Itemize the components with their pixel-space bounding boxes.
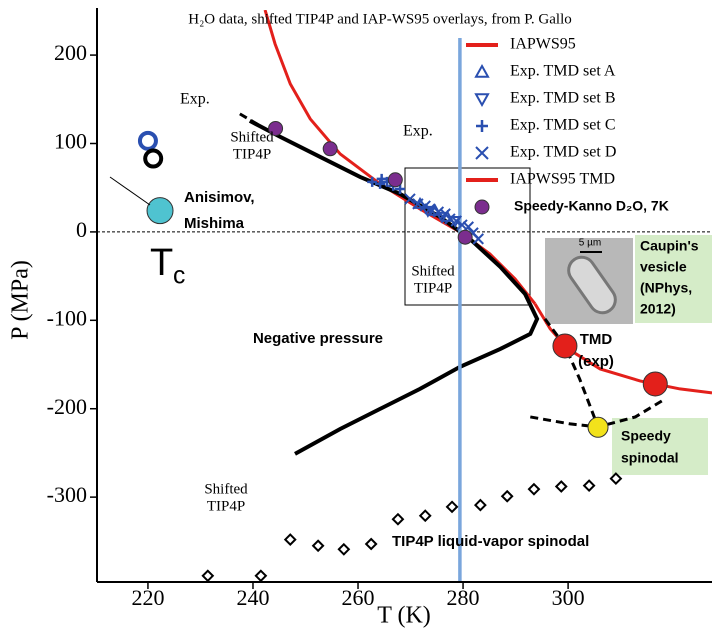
y-tick-label: 100	[54, 129, 87, 154]
x-axis-label: T (K)	[377, 603, 431, 629]
y-tick-label: -300	[47, 482, 87, 507]
annotation: Shifted	[204, 481, 248, 497]
legend-label: Exp. TMD set C	[510, 117, 615, 134]
note-box	[612, 418, 708, 475]
marker	[474, 63, 490, 78]
annotation: Caupin's	[640, 238, 699, 254]
x-tick-label: 220	[131, 585, 164, 610]
marker	[450, 215, 462, 227]
marker	[474, 93, 490, 108]
marker	[424, 203, 436, 215]
annotation: Speedy	[621, 428, 671, 444]
marker	[476, 120, 488, 132]
x-tick-label: 280	[447, 585, 480, 610]
marker	[375, 178, 386, 189]
legend-label: Exp. TMD set D	[510, 144, 616, 161]
annotation: TIP4P	[207, 498, 245, 514]
annotation: Anisimov,	[184, 189, 255, 206]
marker	[474, 199, 490, 215]
marker	[435, 211, 449, 224]
x-tick-label: 300	[552, 585, 585, 610]
annotation: TMD	[580, 331, 613, 348]
marker	[337, 542, 351, 556]
marker	[432, 206, 445, 218]
marker	[587, 416, 609, 438]
annotation: 2012)	[640, 301, 676, 317]
marker	[642, 371, 668, 397]
annotation: Negative pressure	[253, 330, 383, 347]
annotation: vesicle	[640, 259, 687, 275]
y-axis-label: P (MPa)	[8, 260, 34, 340]
annotation: Shifted	[411, 263, 455, 279]
marker	[387, 172, 403, 188]
zoom-box	[404, 167, 531, 306]
marker	[473, 498, 487, 512]
marker	[143, 148, 164, 169]
legend-label: Exp. TMD set A	[510, 63, 616, 80]
legend-label: IAPWS95	[510, 36, 576, 53]
annotation: spinodal	[621, 450, 679, 466]
annotation: TIP4P liquid-vapor spinodal	[392, 533, 589, 550]
marker	[404, 193, 416, 205]
annotation: TIP4P	[233, 146, 271, 162]
marker	[322, 141, 338, 157]
connector	[109, 176, 151, 206]
y-tick-label: 200	[54, 40, 87, 65]
chart-title: H₂O data, shifted TIP4P and IAP-WS95 ove…	[188, 11, 572, 27]
annotation: 5 µm	[579, 238, 601, 249]
marker	[395, 183, 406, 194]
annotation: Exp.	[403, 123, 433, 140]
annotation: Mishima	[184, 215, 245, 232]
annotation: (NPhys,	[640, 280, 692, 296]
y-tick-label: 0	[76, 217, 87, 242]
legend-label: Speedy-Kanno D₂O, 7K	[514, 198, 669, 214]
legend-label: Exp. TMD set B	[510, 90, 615, 107]
marker	[391, 512, 405, 526]
annotation: Exp.	[180, 91, 210, 108]
x-tick-label: 240	[236, 585, 269, 610]
marker	[456, 219, 468, 231]
line	[239, 112, 263, 129]
annotation: Shifted	[230, 129, 274, 145]
y-tick-label: -100	[47, 305, 87, 330]
marker	[554, 480, 568, 493]
marker	[472, 233, 484, 245]
marker	[475, 146, 489, 160]
vesicle	[567, 255, 617, 315]
marker	[254, 569, 268, 582]
line	[248, 119, 540, 456]
note-box	[635, 235, 712, 323]
marker	[582, 479, 596, 493]
marker	[500, 489, 514, 503]
marker	[201, 569, 215, 582]
annotation-subscript: c	[173, 263, 185, 290]
marker	[457, 229, 473, 245]
line	[543, 318, 600, 428]
marker	[283, 533, 297, 546]
marker	[367, 176, 378, 187]
annotation: (exp)	[578, 353, 614, 370]
marker	[609, 472, 623, 485]
marker	[364, 537, 378, 551]
marker	[311, 539, 325, 553]
marker	[527, 482, 541, 496]
annotation: T	[150, 242, 173, 284]
marker	[376, 173, 387, 184]
legend-label: IAPWS95 TMD	[510, 171, 615, 188]
plot-area	[97, 10, 712, 582]
marker	[137, 130, 158, 151]
marker	[146, 197, 174, 225]
marker	[418, 509, 432, 523]
marker	[552, 333, 578, 359]
annotation: TIP4P	[414, 280, 452, 296]
y-tick-label: -200	[47, 394, 87, 419]
marker	[444, 213, 456, 225]
marker	[268, 120, 284, 136]
line	[533, 303, 712, 395]
x-tick-label: 260	[342, 585, 375, 610]
marker	[445, 500, 459, 514]
